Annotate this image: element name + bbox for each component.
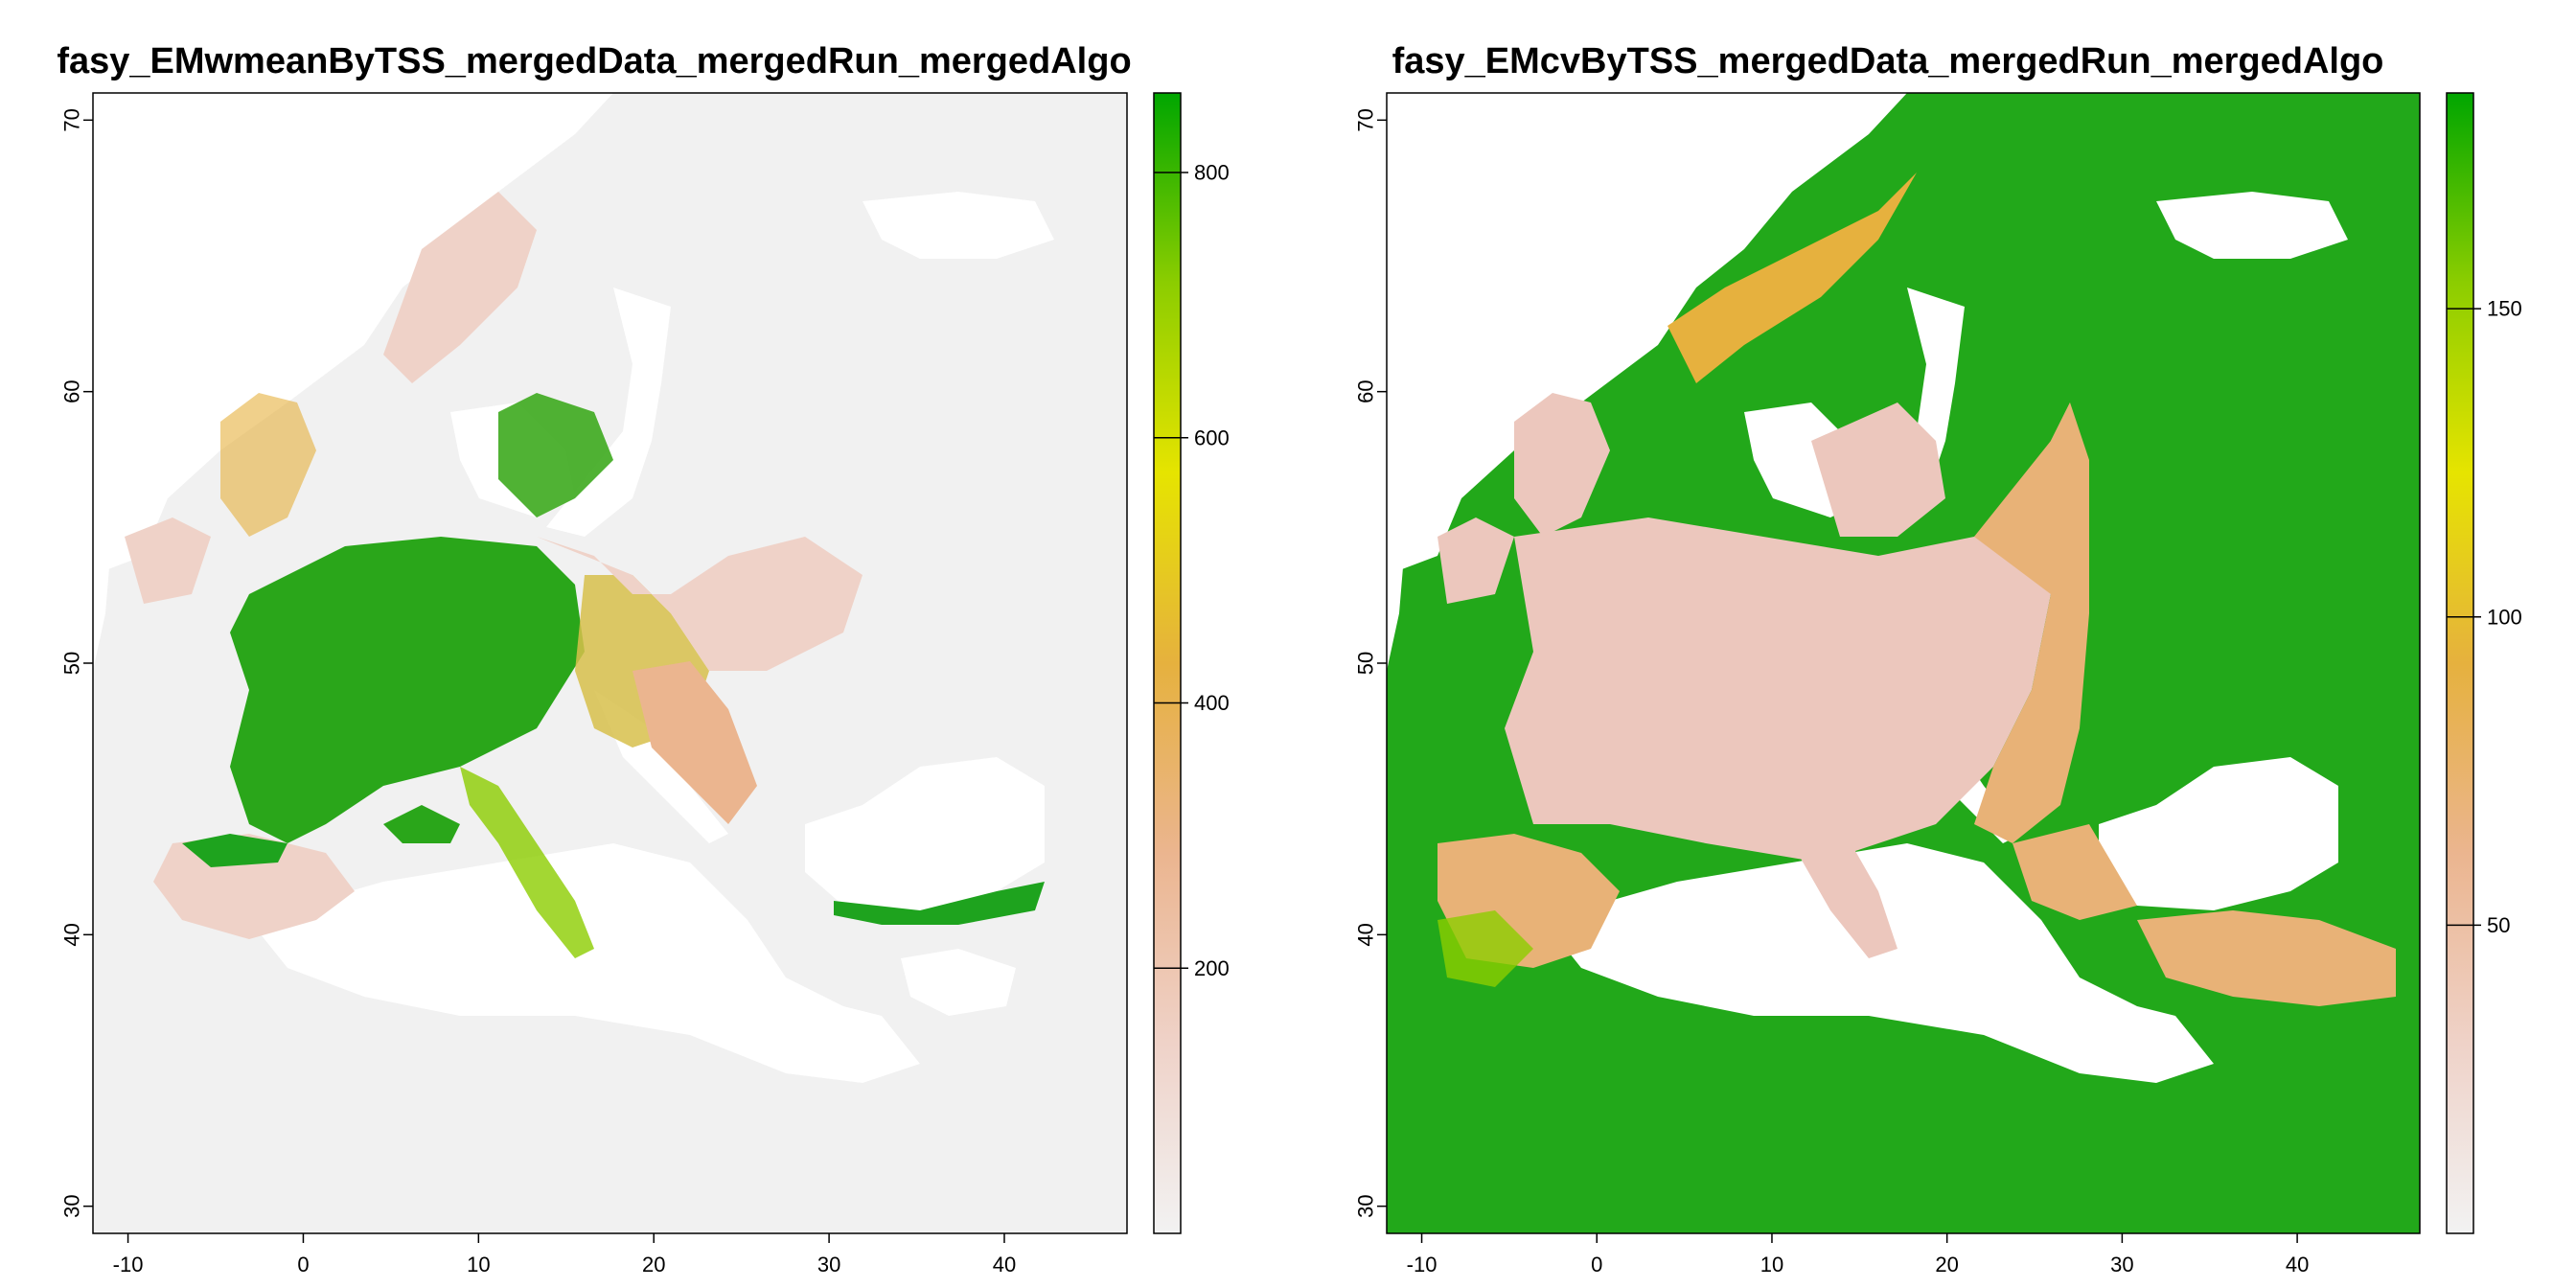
white-sea [2156, 192, 2348, 259]
y-tick-label: 50 [60, 652, 84, 675]
ireland-region [1438, 518, 1514, 604]
north-atlantic-sea [93, 93, 613, 575]
norway-coast-region [1668, 172, 1917, 383]
y-tick-label: 50 [1354, 652, 1378, 675]
x-tick-label: 30 [2110, 1253, 2133, 1276]
legend-tick-label: 100 [2487, 605, 2522, 629]
legend-color-bar [1153, 92, 1182, 1234]
legend-color-bar [2446, 92, 2474, 1234]
legend-tick-label: 400 [1194, 691, 1230, 715]
pyrenees-region [182, 834, 288, 867]
x-tick-label: -10 [113, 1253, 144, 1276]
western-europe-region [230, 537, 585, 843]
eastern-europe-region [537, 537, 862, 671]
y-tick-label: 40 [1354, 923, 1378, 946]
pontic-coast-region [834, 882, 1045, 925]
eastern-europe-region [1974, 402, 2089, 843]
x-tick-label: -10 [1407, 1253, 1438, 1276]
y-tick-label: 70 [60, 108, 84, 131]
aegean-region [901, 949, 1016, 1016]
scandinavia-south-region [1811, 402, 1945, 537]
baltic-sea [546, 288, 671, 537]
legend-tick-label: 150 [2487, 297, 2522, 321]
x-tick-label: 40 [2286, 1253, 2309, 1276]
color-legend: 50 100 150 [2446, 92, 2522, 1234]
black-sea [805, 757, 1045, 910]
white-sea [862, 192, 1054, 259]
x-tick-label: 30 [817, 1253, 840, 1276]
black-sea [2099, 757, 2338, 910]
balkans-region [632, 661, 757, 824]
italy-region [460, 767, 594, 958]
alps-region [383, 805, 460, 843]
scandinavia-south-region [498, 393, 613, 518]
x-tick-label: 40 [993, 1253, 1016, 1276]
panel-title-cv: fasy_EMcvByTSS_mergedData_mergedRun_merg… [1392, 41, 2384, 81]
legend-tick-label: 50 [2487, 913, 2510, 937]
x-axis: -10 0 10 20 30 40 [113, 1233, 1016, 1276]
balkans-region [2012, 824, 2137, 920]
britain-region [1514, 393, 1610, 537]
color-legend: 200 400 600 800 [1153, 92, 1230, 1234]
x-tick-label: 10 [467, 1253, 490, 1276]
britain-region [220, 393, 316, 537]
map-panel-wmean: -10 0 10 20 30 40 30 40 50 60 70 200 400 600 800 [60, 92, 1230, 1276]
mediterranean-sea [249, 843, 920, 1083]
map-raster-cv [1387, 93, 2420, 1233]
map-raster-wmean [93, 93, 1127, 1233]
x-tick-label: 20 [642, 1253, 665, 1276]
panel-title-wmean: fasy_EMwmeanByTSS_mergedData_mergedRun_m… [57, 41, 1132, 81]
legend-tick-label: 600 [1194, 426, 1230, 449]
x-tick-label: 10 [1760, 1253, 1783, 1276]
x-tick-label: 0 [297, 1253, 309, 1276]
y-axis: 30 40 50 60 70 [60, 108, 93, 1218]
north-atlantic-sea [1387, 93, 1907, 575]
norway-coast-region [383, 192, 537, 383]
y-axis: 30 40 50 60 70 [1354, 108, 1387, 1218]
y-tick-label: 40 [60, 923, 84, 946]
y-tick-label: 30 [60, 1194, 84, 1217]
y-tick-label: 70 [1354, 108, 1378, 131]
ireland-region [125, 518, 211, 604]
western-europe-region [1505, 402, 2070, 862]
mediterranean-sea [1543, 843, 2214, 1083]
legend-tick-label: 800 [1194, 161, 1230, 185]
legend-tick-label: 200 [1194, 956, 1230, 980]
y-tick-label: 60 [60, 380, 84, 402]
y-tick-label: 30 [1354, 1194, 1378, 1217]
x-tick-label: 20 [1935, 1253, 1958, 1276]
iberia-south-region [1438, 910, 1533, 987]
map-panel-cv: -10 0 10 20 30 40 30 40 50 60 70 50 100 150 [1354, 92, 2522, 1276]
x-tick-label: 0 [1591, 1253, 1602, 1276]
italy-region [1754, 776, 1898, 958]
anatolia-region [2137, 910, 2396, 1006]
y-tick-label: 60 [1354, 380, 1378, 402]
x-axis: -10 0 10 20 30 40 [1407, 1233, 2309, 1276]
